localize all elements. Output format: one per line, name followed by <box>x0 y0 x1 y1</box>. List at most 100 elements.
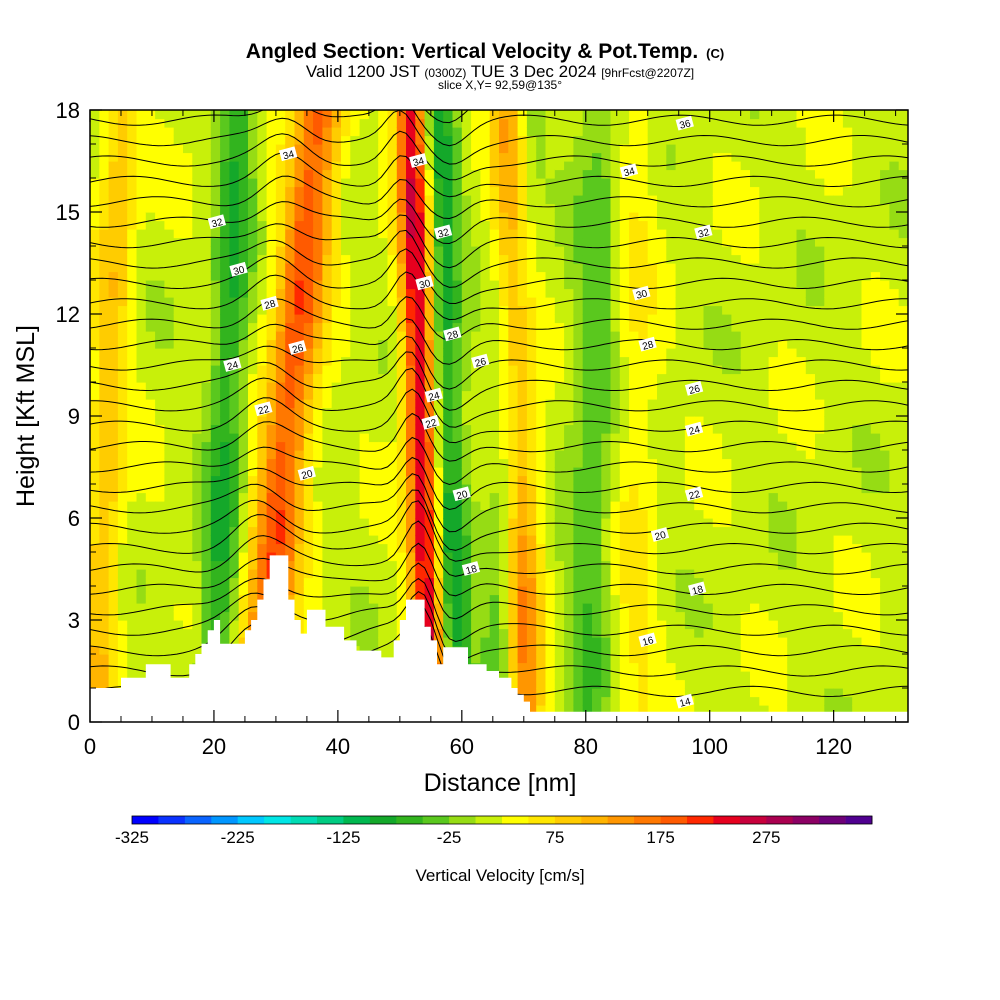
colorbar-label: Vertical Velocity [cm/s] <box>415 866 584 885</box>
contour-label: 34 <box>279 146 298 162</box>
contour-label: 20 <box>452 486 471 502</box>
theta-contour <box>90 318 908 365</box>
y-tick-label: 3 <box>68 608 80 633</box>
colorbar-swatch <box>502 816 529 824</box>
theta-contour <box>90 500 908 562</box>
colorbar-tick-label: -25 <box>437 828 462 847</box>
colorbar: -325 -225 -125 -25 75 175 275 <box>115 815 873 847</box>
contour-label: 24 <box>684 421 704 438</box>
colorbar-swatch <box>449 816 476 824</box>
theta-contour <box>90 436 908 486</box>
theta-contour <box>90 152 908 198</box>
x-tick-label: 40 <box>326 734 350 759</box>
theta-contour <box>90 130 908 181</box>
theta-contour <box>90 590 908 661</box>
contour-label: 30 <box>229 261 248 278</box>
y-tick-label: 6 <box>68 506 80 531</box>
contour-label: 32 <box>694 224 713 241</box>
y-tick-label: 9 <box>68 404 80 429</box>
theta-contour <box>90 214 908 269</box>
x-tick-label: 80 <box>574 734 598 759</box>
colorbar-tick-label: 275 <box>752 828 780 847</box>
colorbar-swatch <box>237 816 265 824</box>
colorbar-swatch <box>343 816 371 824</box>
colorbar-swatch <box>132 816 159 824</box>
colorbar-swatch <box>713 816 741 824</box>
colorbar-swatch <box>660 816 688 824</box>
theta-contour <box>90 562 908 620</box>
contour-label: 18 <box>461 561 481 577</box>
colorbar-swatch <box>422 816 450 824</box>
theta-contour <box>90 296 908 341</box>
colorbar-swatch <box>845 816 873 824</box>
x-tick-label: 0 <box>84 734 96 759</box>
colorbar-tick-label: -225 <box>221 828 255 847</box>
y-tick-label: 15 <box>56 200 80 225</box>
y-tick-label: 12 <box>56 302 80 327</box>
contour-labels: 34 32 30 28 26 24 22 20 34 32 30 28 26 24 22 20 18 36 34 32… <box>207 115 713 710</box>
contour-label: 28 <box>443 326 462 343</box>
contour-label: 26 <box>288 340 307 356</box>
contour-label: 24 <box>424 387 443 404</box>
contour-label: 22 <box>254 401 273 417</box>
y-axis-label: Height [Kft MSL] <box>12 325 40 507</box>
theta-contour <box>90 456 908 511</box>
theta-contour <box>90 473 908 533</box>
velocity-field <box>90 110 908 722</box>
colorbar-swatch <box>211 816 239 824</box>
contour-label: 18 <box>688 581 707 598</box>
theta-contour <box>90 577 908 643</box>
contour-label: 22 <box>684 486 704 502</box>
terrain <box>90 555 908 722</box>
colorbar-swatch <box>819 816 846 824</box>
contour-label: 34 <box>409 153 428 169</box>
contour-label: 26 <box>471 353 490 370</box>
x-tick-label: 100 <box>691 734 728 759</box>
colorbar-tick-label: 75 <box>545 828 564 847</box>
theta-contour <box>90 110 908 165</box>
colorbar-tick-label: -325 <box>115 828 149 847</box>
slice-info: slice X,Y= 92,59@135° <box>438 78 562 92</box>
contour-label: 16 <box>638 632 657 649</box>
colorbar-swatch <box>396 816 424 824</box>
theta-contour <box>90 542 908 597</box>
colorbar-swatch <box>528 816 556 824</box>
theta-contour <box>90 271 908 321</box>
x-tick-label: 60 <box>450 734 474 759</box>
y-tick-label: 0 <box>68 710 80 735</box>
chart-title: Angled Section: Vertical Velocity & Pot.… <box>246 40 724 63</box>
contour-label: 20 <box>650 527 670 543</box>
colorbar-swatch <box>792 816 820 824</box>
colorbar-swatch <box>475 816 503 824</box>
x-tick-label: 20 <box>202 734 226 759</box>
colorbar-swatch <box>554 816 582 824</box>
colorbar-swatch <box>184 816 212 824</box>
colorbar-swatch <box>607 816 635 824</box>
theta-contour <box>90 335 908 390</box>
contour-label: 30 <box>415 275 434 292</box>
colorbar-swatch <box>766 816 794 824</box>
contour-label: 34 <box>619 163 639 179</box>
contour-label: 14 <box>675 693 694 710</box>
colorbar-swatch <box>158 816 186 824</box>
theta-contour <box>90 248 908 305</box>
x-axis-label: Distance [nm] <box>424 769 577 797</box>
contour-label: 30 <box>632 285 651 302</box>
chart-subtitle: Valid 1200 JST (0300Z) TUE 3 Dec 2024 [9… <box>306 62 694 81</box>
theta-contour <box>90 229 908 288</box>
theta-contour <box>90 520 908 577</box>
contour-label: 20 <box>297 465 316 482</box>
theta-contour <box>90 175 908 220</box>
contour-label: 22 <box>421 414 440 431</box>
theta-contour <box>90 110 908 147</box>
contour-label: 28 <box>260 295 279 312</box>
theta-contour <box>90 367 908 428</box>
theta-contour <box>90 198 908 245</box>
contour-label: 32 <box>433 224 453 241</box>
colorbar-swatch <box>264 816 291 824</box>
colorbar-tick-label: -125 <box>326 828 360 847</box>
y-tick-label: 18 <box>56 98 80 123</box>
theta-contour <box>90 351 908 411</box>
